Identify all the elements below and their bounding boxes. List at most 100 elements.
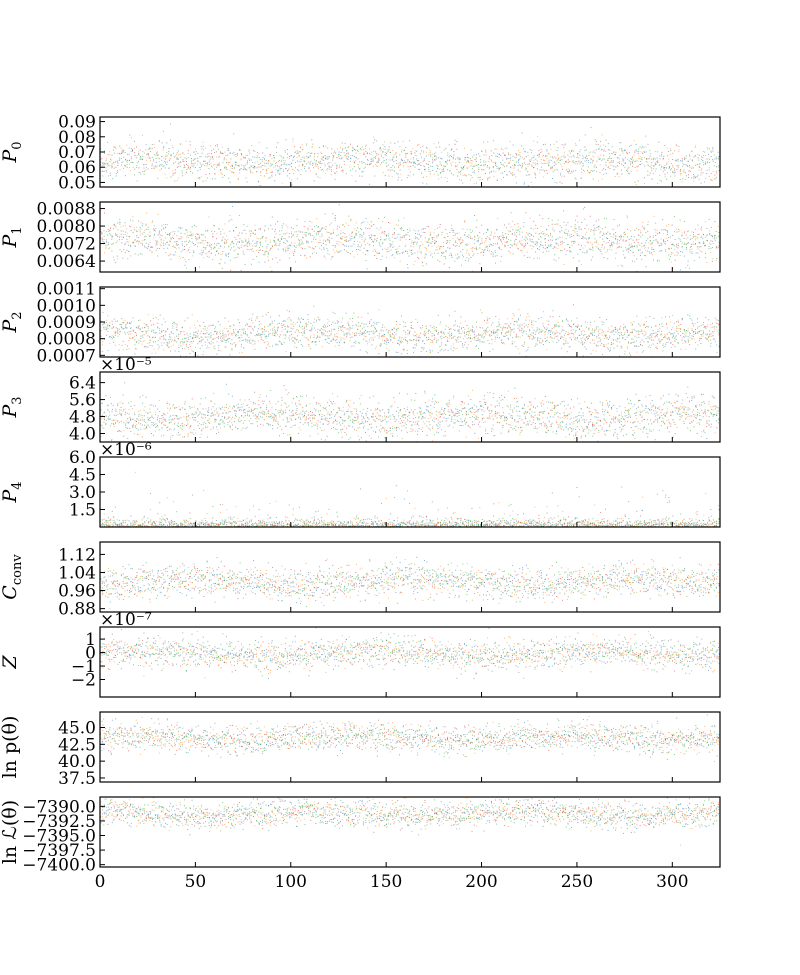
walker-point <box>121 326 123 328</box>
walker-point <box>607 166 609 168</box>
walker-point <box>130 137 132 139</box>
walker-point <box>252 162 254 164</box>
walker-point <box>440 157 442 159</box>
walker-point <box>363 153 365 155</box>
walker-point <box>679 239 681 241</box>
walker-point <box>234 167 236 169</box>
walker-point <box>177 163 179 165</box>
walker-point <box>298 170 300 172</box>
walker-point <box>599 249 601 251</box>
walker-point <box>481 251 483 253</box>
walker-point <box>183 246 185 247</box>
walker-point <box>327 147 329 149</box>
walker-point <box>329 239 330 241</box>
walker-point <box>455 240 457 242</box>
walker-point <box>508 171 510 173</box>
walker-point <box>176 167 178 168</box>
walker-point <box>436 235 438 237</box>
walker-point <box>481 150 483 152</box>
walker-point <box>283 238 285 239</box>
walker-point <box>115 320 117 322</box>
walker-point <box>158 231 160 233</box>
walker-point <box>482 254 484 256</box>
walker-point <box>240 159 242 161</box>
walker-point <box>534 172 536 174</box>
walker-point <box>321 233 323 235</box>
walker-point <box>492 161 494 163</box>
walker-point <box>370 221 372 223</box>
walker-point <box>662 229 664 231</box>
walker-point <box>296 225 298 227</box>
walker-point <box>149 342 151 344</box>
walker-point <box>717 236 719 238</box>
walker-point <box>214 178 216 180</box>
walker-point <box>285 139 287 141</box>
walker-point <box>243 229 245 231</box>
walker-point <box>161 168 162 170</box>
walker-point <box>302 236 304 238</box>
walker-point <box>124 331 126 333</box>
walker-point <box>521 240 523 242</box>
walker-point <box>395 153 397 155</box>
walker-point <box>228 245 230 247</box>
walker-point <box>293 234 295 236</box>
walker-point <box>182 160 184 162</box>
walker-point <box>504 171 505 172</box>
walker-point <box>118 153 120 154</box>
walker-point <box>510 154 512 156</box>
walker-point <box>645 232 647 233</box>
walker-point <box>600 231 602 233</box>
walker-point <box>319 151 321 153</box>
walker-point <box>479 247 481 249</box>
walker-point <box>103 238 105 240</box>
walker-point <box>609 162 611 164</box>
walker-point <box>712 240 714 242</box>
walker-point <box>569 172 571 174</box>
walker-point <box>545 238 546 240</box>
walker-point <box>714 162 716 163</box>
walker-point <box>668 254 670 256</box>
walker-point <box>347 147 349 148</box>
walker-point <box>295 246 296 248</box>
walker-point <box>620 236 622 238</box>
walker-point <box>658 244 660 246</box>
walker-point <box>458 239 460 241</box>
walker-point <box>710 247 712 249</box>
walker-point <box>648 174 650 176</box>
walker-point <box>518 158 520 160</box>
walker-point <box>486 236 488 238</box>
walker-point <box>574 226 576 228</box>
walker-point <box>262 152 264 154</box>
walker-point <box>313 156 315 158</box>
walker-point <box>632 251 634 253</box>
walker-point <box>186 164 187 165</box>
walker-point <box>521 132 523 134</box>
walker-point <box>570 234 572 235</box>
walker-point <box>607 149 609 151</box>
walker-point <box>317 232 319 234</box>
walker-point <box>170 158 172 160</box>
walker-point <box>268 177 270 179</box>
walker-point <box>432 256 434 258</box>
walker-point <box>705 257 707 259</box>
walker-point <box>130 244 131 246</box>
walker-point <box>377 161 379 163</box>
walker-point <box>363 239 365 241</box>
walker-point <box>678 231 680 233</box>
walker-point <box>587 242 589 244</box>
walker-point <box>334 220 336 222</box>
walker-point <box>440 176 442 178</box>
walker-point <box>132 167 134 169</box>
walker-point <box>139 149 141 151</box>
walker-point <box>194 162 196 164</box>
walker-point <box>450 164 452 166</box>
walker-point <box>136 166 138 168</box>
walker-point <box>302 241 303 243</box>
walker-point <box>521 236 523 238</box>
walker-point <box>389 243 391 245</box>
walker-point <box>546 229 548 231</box>
walker-point <box>492 198 493 199</box>
walker-point <box>167 224 168 226</box>
walker-point <box>416 158 418 160</box>
walker-point <box>159 332 161 334</box>
